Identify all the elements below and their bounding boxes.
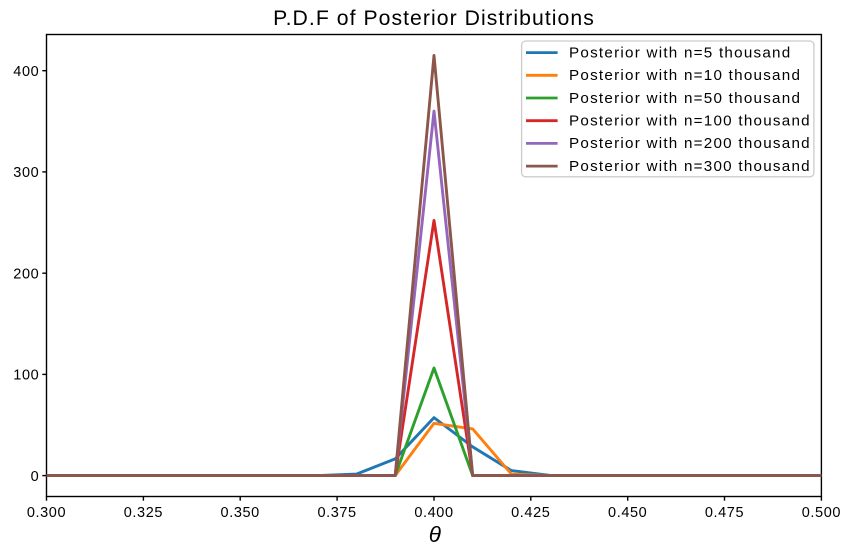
svg-text:θ: θ — [429, 522, 442, 547]
svg-text:0.450: 0.450 — [608, 505, 647, 521]
svg-text:0.425: 0.425 — [511, 505, 550, 521]
svg-text:0.375: 0.375 — [317, 505, 356, 521]
svg-text:0: 0 — [31, 469, 40, 485]
svg-text:Posterior with n=100 thousand: Posterior with n=100 thousand — [569, 113, 811, 130]
svg-text:200: 200 — [13, 266, 39, 282]
svg-text:0.350: 0.350 — [221, 505, 260, 521]
svg-text:400: 400 — [13, 64, 39, 80]
svg-text:Posterior with n=50 thousand: Posterior with n=50 thousand — [569, 90, 801, 107]
svg-text:P.D.F of Posterior Distributio: P.D.F of Posterior Distributions — [273, 7, 595, 30]
svg-text:0.475: 0.475 — [705, 505, 744, 521]
svg-text:Posterior with n=200 thousand: Posterior with n=200 thousand — [569, 135, 811, 152]
svg-text:0.325: 0.325 — [124, 505, 163, 521]
svg-text:0.300: 0.300 — [27, 505, 66, 521]
svg-text:Posterior with n=300 thousand: Posterior with n=300 thousand — [569, 158, 811, 175]
svg-text:300: 300 — [13, 165, 39, 181]
svg-text:Posterior with n=10 thousand: Posterior with n=10 thousand — [569, 67, 801, 84]
svg-text:Posterior with n=5 thousand: Posterior with n=5 thousand — [569, 44, 791, 61]
svg-text:100: 100 — [13, 368, 39, 384]
svg-text:0.500: 0.500 — [802, 505, 841, 521]
svg-text:0.400: 0.400 — [414, 505, 453, 521]
